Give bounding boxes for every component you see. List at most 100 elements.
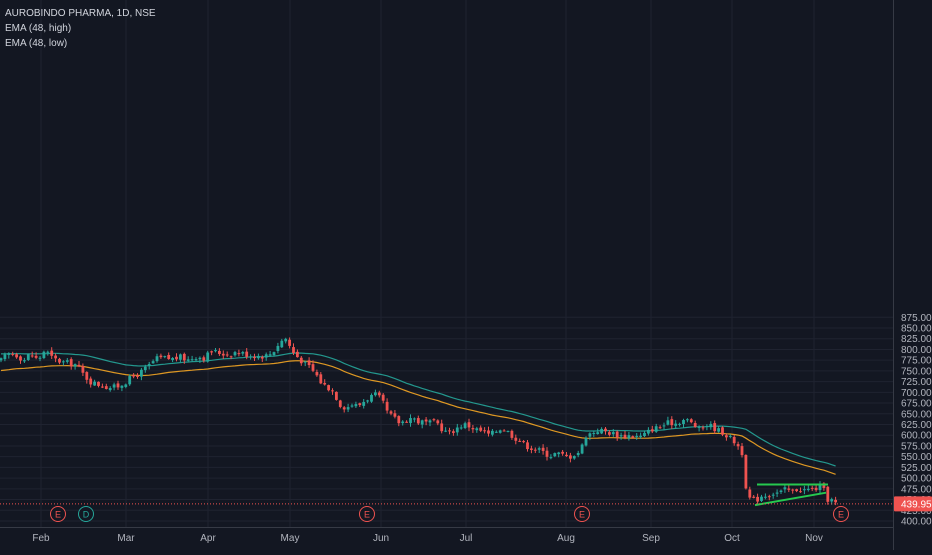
candle-body — [678, 423, 681, 425]
event-dividend-marker — [78, 506, 94, 522]
time-tick-label: Aug — [557, 533, 575, 544]
candle-body — [826, 486, 830, 502]
price-tick-label: 800.00 — [901, 345, 932, 356]
candle-body — [97, 381, 100, 386]
candle-body — [479, 427, 483, 431]
candle-body — [268, 354, 272, 356]
candle-body — [608, 432, 611, 435]
candle-body — [701, 427, 705, 429]
symbol-title[interactable]: AUROBINDO PHARMA, 1D, NSE — [5, 8, 156, 19]
candle-body — [650, 429, 654, 432]
candle-body — [385, 401, 389, 411]
candle-body — [331, 390, 334, 392]
candle-body — [530, 448, 533, 450]
candle-body — [307, 360, 311, 366]
price-tick-label: 725.00 — [901, 377, 932, 388]
candle-body — [576, 453, 580, 456]
candle-body — [580, 444, 584, 454]
candle-body — [34, 355, 38, 358]
time-tick-label: Feb — [32, 533, 50, 544]
candle-body — [151, 361, 155, 364]
price-axis[interactable]: 875.00850.00825.00800.00775.00750.00725.… — [901, 313, 932, 528]
candle-body — [611, 432, 615, 435]
candle-body — [471, 428, 475, 430]
legend-ema-low[interactable]: EMA (48, low) — [5, 38, 68, 49]
candle-body — [506, 430, 510, 432]
candle-body — [740, 446, 744, 456]
candle-body — [537, 448, 541, 450]
price-tick-label: 475.00 — [901, 484, 932, 495]
candle-body — [171, 357, 174, 361]
candle-body — [572, 456, 576, 459]
price-tick-label: 875.00 — [901, 313, 932, 324]
candle-body — [276, 345, 280, 352]
candle-body — [225, 354, 229, 356]
candle-body — [163, 356, 167, 358]
pattern-drawings[interactable] — [754, 483, 828, 507]
candle-body — [315, 372, 319, 376]
candle-body — [147, 364, 151, 366]
candle-body — [381, 394, 385, 401]
last-price-marker: 439.95 — [0, 496, 932, 512]
candle-body — [284, 338, 288, 342]
candle-body — [214, 350, 217, 352]
candle-body — [186, 359, 190, 361]
candle-body — [62, 361, 65, 363]
candle-body — [475, 428, 479, 431]
candle-body — [818, 484, 822, 491]
candle-body — [452, 431, 455, 433]
candle-body — [342, 407, 346, 410]
price-tick-label: 525.00 — [901, 463, 932, 474]
candle-body — [822, 483, 826, 488]
candle-body — [3, 354, 7, 360]
candle-body — [705, 426, 709, 428]
candle-body — [491, 430, 494, 435]
price-tick-label: 500.00 — [901, 474, 932, 485]
candle-body — [752, 496, 756, 498]
candle-body — [50, 350, 54, 356]
candle-body — [615, 431, 619, 438]
legend-ema-high[interactable]: EMA (48, high) — [5, 23, 72, 34]
candle-body — [834, 499, 837, 503]
candle-body — [190, 359, 194, 361]
price-tick-label: 625.00 — [901, 420, 932, 431]
candle-body — [713, 423, 717, 432]
time-axis[interactable]: Feb Mar Apr May Jun Jul Aug Sep Oct Nov — [32, 533, 823, 544]
candle-body — [30, 355, 34, 357]
candle-body — [167, 354, 171, 360]
price-tick-label: 700.00 — [901, 388, 932, 399]
candle-body — [292, 347, 295, 354]
candle-body — [249, 356, 252, 358]
candle-body — [299, 357, 303, 364]
candle-body — [253, 356, 256, 359]
candle-body — [46, 351, 50, 353]
candle-body — [346, 407, 350, 410]
candle-body — [526, 442, 529, 450]
candle-body — [140, 369, 143, 377]
candle-body — [38, 357, 42, 359]
candle-body — [23, 360, 26, 362]
candle-body — [397, 416, 401, 424]
candle-body — [467, 422, 471, 428]
price-tick-label: 675.00 — [901, 399, 932, 410]
candle-body — [444, 430, 447, 432]
candle-body — [155, 356, 159, 362]
time-tick-label: Apr — [200, 533, 216, 544]
candle-body — [194, 359, 198, 361]
candle-body — [498, 430, 502, 433]
candle-body — [428, 420, 432, 423]
candle-body — [455, 427, 459, 433]
candle-body — [709, 423, 713, 428]
candle-body — [401, 421, 405, 424]
time-tick-label: Mar — [117, 533, 135, 544]
candle-body — [393, 413, 397, 417]
candle-body — [662, 425, 666, 427]
candle-body — [795, 489, 798, 492]
candle-body — [198, 357, 202, 360]
price-tick-label: 775.00 — [901, 356, 932, 367]
candle-body — [448, 430, 451, 432]
candle-body — [635, 435, 639, 438]
